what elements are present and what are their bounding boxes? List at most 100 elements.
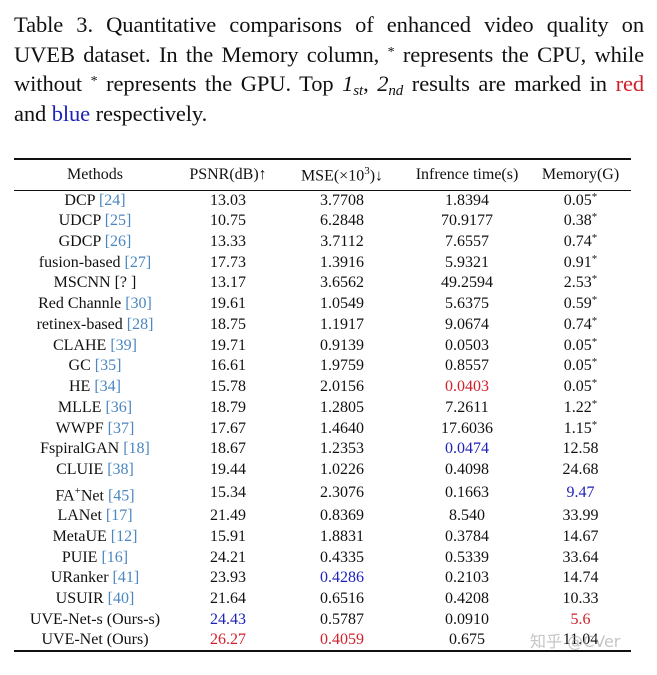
cell-mse: 0.4335 [320, 548, 364, 566]
cell-psnr: 17.67 [210, 419, 246, 437]
citation-link[interactable]: [27] [124, 253, 152, 271]
cpu-marker: * [591, 418, 598, 431]
citation-link[interactable]: [41] [112, 569, 140, 587]
table-row: CLUIE [38] 19.44 1.0226 0.4098 24.68 [14, 460, 631, 481]
cell-time: 70.9177 [441, 212, 493, 230]
cell-time: 9.0674 [445, 315, 489, 333]
cell-psnr: 17.73 [210, 253, 246, 271]
cell-time: 7.6557 [445, 232, 489, 250]
cell-psnr: 18.67 [210, 440, 246, 458]
citation-link[interactable]: [26] [104, 232, 132, 250]
citation-link[interactable]: [12] [110, 527, 138, 545]
table-body: DCP [24] 13.03 3.7708 1.8394 0.05* UDCP [25] 1… [14, 190, 631, 651]
citation-link[interactable]: [25] [104, 212, 132, 230]
table-row: Red Channle [30] 19.61 1.0549 5.6375 0.59* [14, 294, 631, 315]
table-row: MLLE [36] 18.79 1.2805 7.2611 1.22* [14, 398, 631, 419]
table-row: FspiralGAN [18] 18.67 1.2353 0.0474 12.58 [14, 439, 631, 460]
cell-time: 8.540 [449, 507, 485, 525]
cell-time: 0.3784 [445, 527, 489, 545]
cell-mse: 3.6562 [320, 274, 364, 292]
cell-mse: 1.0549 [320, 295, 364, 313]
cell-psnr: 18.79 [210, 398, 246, 416]
citation-link[interactable]: [39] [110, 336, 137, 354]
table-row: WWPF [37] 17.67 1.4640 17.6036 1.15* [14, 418, 631, 439]
cell-method: USUIR [40] [55, 590, 135, 608]
cell-psnr: 19.44 [210, 461, 246, 479]
cpu-marker: * [591, 335, 598, 348]
cell-memory: 12.58 [562, 440, 599, 458]
cell-psnr: 24.43 [210, 610, 246, 628]
cell-method: MSCNN [? ] [53, 274, 137, 292]
cell-time: 0.675 [449, 631, 485, 649]
citation-link[interactable]: [17] [105, 507, 133, 525]
cell-memory: 0.38* [563, 211, 598, 230]
cell-mse: 1.2353 [320, 440, 364, 458]
table-row: MetaUE [12] 15.91 1.8831 0.3784 14.67 [14, 527, 631, 548]
cell-method: retinex-based [28] [36, 315, 154, 333]
table-row: MSCNN [? ] 13.17 3.6562 49.2594 2.53* [14, 273, 631, 294]
cell-mse: 0.4286 [320, 569, 364, 587]
cell-mse: 3.7112 [320, 232, 364, 250]
cpu-marker: * [591, 211, 598, 224]
cell-memory: 10.33 [562, 590, 599, 608]
cell-mse: 3.7708 [320, 191, 364, 209]
cell-memory: 1.22* [563, 397, 598, 416]
citation-link[interactable]: [45] [107, 486, 135, 504]
cell-memory: 0.05* [563, 356, 598, 375]
cell-method: GC [35] [68, 357, 122, 375]
cell-psnr: 21.49 [210, 507, 246, 525]
table-row: PUIE [16] 24.21 0.4335 0.5339 33.64 [14, 547, 631, 568]
table-caption: Table 3. Quantitative comparisons of enh… [14, 12, 644, 126]
cell-method: FA+Net [45] [55, 484, 135, 504]
cell-psnr: 10.75 [210, 212, 246, 230]
cell-mse: 1.1917 [320, 315, 364, 333]
cell-method: CLAHE [39] [53, 336, 137, 354]
cell-psnr: 23.93 [210, 569, 246, 587]
header-time: Infrence time(s) [415, 165, 519, 183]
cell-mse: 1.8831 [320, 527, 364, 545]
legend-blue-word: blue [51, 100, 91, 126]
citation-link[interactable]: [30] [125, 295, 152, 313]
table-row: HE [34] 15.78 2.0156 0.0403 0.05* [14, 377, 631, 398]
table-row: retinex-based [28] 18.75 1.1917 9.0674 0.74* [14, 315, 631, 336]
cell-psnr: 16.61 [210, 357, 246, 375]
table-row: DCP [24] 13.03 3.7708 1.8394 0.05* [14, 190, 631, 211]
cell-mse: 1.4640 [320, 419, 364, 437]
table-row: GC [35] 16.61 1.9759 0.8557 0.05* [14, 356, 631, 377]
cell-time: 0.4098 [445, 461, 489, 479]
cell-method: FspiralGAN [18] [40, 440, 150, 458]
cell-psnr: 15.91 [210, 527, 246, 545]
citation-link[interactable]: [34] [94, 378, 121, 396]
citation-link[interactable]: [37] [107, 419, 135, 437]
header-methods: Methods [67, 165, 123, 183]
citation-link[interactable]: [40] [107, 590, 135, 608]
header-psnr: PSNR(dB)↑ [189, 165, 267, 183]
citation-link[interactable]: [24] [98, 191, 126, 209]
cpu-marker: * [591, 377, 598, 390]
cell-memory: 0.74* [563, 231, 598, 250]
header-mse: MSE(×103)↓ [300, 164, 384, 184]
citation-link[interactable]: [16] [101, 548, 129, 566]
cell-time: 7.2611 [445, 398, 489, 416]
citation-link[interactable]: [38] [107, 461, 134, 479]
cell-time: 0.1663 [445, 484, 489, 502]
cell-psnr: 19.71 [210, 336, 246, 354]
cell-memory: 14.74 [562, 569, 599, 587]
cpu-marker: * [591, 397, 598, 410]
cpu-marker: * [591, 294, 598, 307]
cell-time: 1.8394 [445, 191, 489, 209]
cell-memory: 14.67 [562, 527, 599, 545]
cell-memory: 0.59* [563, 294, 598, 313]
citation-link[interactable]: [36] [105, 398, 133, 416]
citation-link[interactable]: [28] [126, 315, 154, 333]
cell-psnr: 24.21 [210, 548, 246, 566]
caption-label: Table 3. [14, 12, 93, 37]
citation-link[interactable]: [35] [94, 357, 122, 375]
cell-memory: 0.05* [563, 190, 598, 209]
cell-memory: 0.74* [563, 314, 598, 333]
cpu-marker: * [591, 356, 598, 369]
cell-time: 0.0910 [445, 610, 489, 628]
cell-method: MLLE [36] [57, 398, 133, 416]
citation-link[interactable]: [18] [123, 440, 150, 458]
comparison-table: Methods PSNR(dB)↑ MSE(×103)↓ Infrence ti… [14, 158, 631, 653]
